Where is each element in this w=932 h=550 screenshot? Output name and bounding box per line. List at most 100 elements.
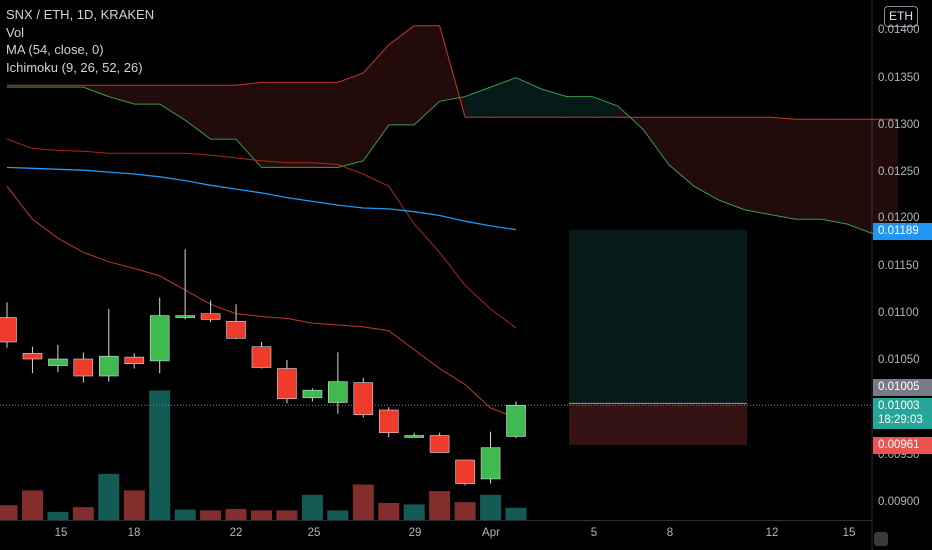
time-tick: 15: [842, 527, 856, 539]
ichimoku-cloud-segment: [643, 117, 669, 165]
ichimoku-cloud-segment: [770, 117, 796, 220]
price-tick: 0.01150: [878, 260, 919, 272]
ichimoku-cloud-segment: [337, 73, 364, 168]
ichimoku-cloud-segment: [795, 119, 822, 220]
ichimoku-cloud-segment: [363, 44, 389, 161]
ichimoku-lagging-line: [6, 138, 517, 329]
volume-bar: [378, 503, 400, 520]
volume-bar: [174, 509, 196, 520]
time-tick: 22: [229, 527, 243, 539]
candle-body: [429, 435, 450, 453]
candle-body: [455, 459, 475, 484]
time-tick: 25: [307, 527, 321, 539]
ichimoku-cloud-segment: [668, 117, 695, 187]
price-tick: 0.01050: [878, 354, 920, 366]
bar-countdown: 18:29:03: [878, 414, 923, 426]
candle-body: [124, 356, 145, 365]
candle-body: [277, 368, 297, 400]
price-tick: 0.01400: [878, 24, 920, 36]
ichimoku-cloud-segment: [312, 82, 338, 168]
time-tick: 12: [765, 527, 779, 539]
candle-body: [22, 352, 43, 360]
volume-bar: [0, 505, 18, 520]
volume-bar: [301, 494, 323, 520]
price-tick: 0.01300: [878, 119, 920, 131]
ichimoku-cloud-segment: [286, 82, 313, 168]
ichimoku-cloud-segment: [516, 77, 542, 118]
volume-bar: [72, 507, 94, 520]
volume-bar: [149, 390, 171, 520]
ichimoku-cloud-segment: [745, 117, 771, 215]
price-tick: 0.00900: [878, 496, 920, 508]
time-tick: 8: [666, 527, 674, 539]
price-tick: 0.01100: [878, 307, 919, 319]
ichimoku-cloud-segment: [108, 85, 135, 105]
last-price-value: 0.01003: [878, 400, 920, 412]
ichimoku-leading-span-b: [7, 25, 898, 120]
ichimoku-cloud-segment: [159, 85, 186, 121]
currency-badge[interactable]: ETH: [884, 6, 918, 27]
candle-body: [251, 346, 272, 368]
volume-bar: [454, 502, 476, 520]
volume-bar: [22, 490, 43, 520]
ichimoku-cloud-segment: [134, 85, 160, 105]
price-tick: 0.01250: [878, 166, 920, 178]
candle-body: [480, 447, 501, 480]
stop-price-tag: 0.00961: [873, 437, 932, 454]
volume-bar: [327, 510, 349, 520]
ichimoku-cloud-segment: [821, 119, 847, 224]
volume-indicator-label[interactable]: Vol: [6, 24, 25, 40]
volume-bar: [123, 490, 145, 520]
ichimoku-cloud-segment: [414, 25, 440, 125]
ma-price-tag: 0.01189: [873, 223, 932, 240]
time-tick: Apr: [482, 527, 500, 539]
symbol-title[interactable]: SNX / ETH, 1D, KRAKEN: [6, 7, 155, 22]
candle-body: [353, 382, 374, 416]
time-tick: 29: [408, 527, 422, 539]
volume-bar: [225, 508, 247, 520]
time-tick: 15: [54, 527, 68, 539]
moving-average-line: [6, 166, 517, 231]
time-tick: 18: [127, 527, 141, 539]
candle-body: [48, 358, 68, 366]
price-tick: 0.01200: [878, 212, 920, 224]
reference-price-tag: 0.01005: [873, 379, 932, 396]
last-price-tag: 0.01003 18:29:03: [873, 398, 932, 429]
volume-bar: [47, 511, 69, 520]
chart-legend: SNX / ETH, 1D, KRAKEN Vol MA (54, close,…: [6, 6, 154, 76]
candle-body: [149, 315, 170, 362]
candle-body: [302, 389, 323, 399]
candle-body: [200, 313, 221, 320]
ma-indicator-label[interactable]: MA (54, close, 0): [6, 42, 104, 57]
volume-bar: [200, 510, 222, 520]
ichimoku-cloud-segment: [719, 117, 745, 210]
price-tick: 0.01350: [878, 72, 920, 84]
ichimoku-cloud-segment: [210, 85, 236, 140]
ichimoku-cloud-segment: [388, 25, 415, 125]
volume-bar: [429, 491, 451, 520]
ichimoku-leading-span-a: [7, 77, 898, 234]
candle-body: [378, 409, 399, 434]
ichimoku-cloud-segment: [872, 119, 898, 234]
ichimoku-cloud-segment: [185, 85, 211, 140]
ichimoku-indicator-label[interactable]: Ichimoku (9, 26, 52, 26): [6, 59, 143, 75]
ichimoku-cloud-segment: [694, 117, 720, 201]
ichimoku-cloud-segment: [261, 82, 287, 168]
time-tick: 5: [590, 527, 598, 539]
volume-bar: [276, 510, 298, 520]
volume-bar: [251, 510, 272, 520]
candle-body: [175, 315, 195, 318]
tradingview-logo-icon: [874, 532, 888, 546]
ichimoku-cloud-segment: [236, 82, 262, 168]
candle-body: [327, 381, 348, 403]
ichimoku-cloud-segment: [541, 89, 567, 118]
long-position-target-zone: [569, 229, 747, 404]
candle-body: [0, 317, 17, 343]
candle-body: [99, 355, 119, 377]
ichimoku-cloud-segment: [846, 119, 873, 234]
ichimoku-conversion-line: [6, 185, 517, 418]
ichimoku-cloud-segment: [592, 96, 618, 118]
volume-bar: [98, 473, 120, 521]
